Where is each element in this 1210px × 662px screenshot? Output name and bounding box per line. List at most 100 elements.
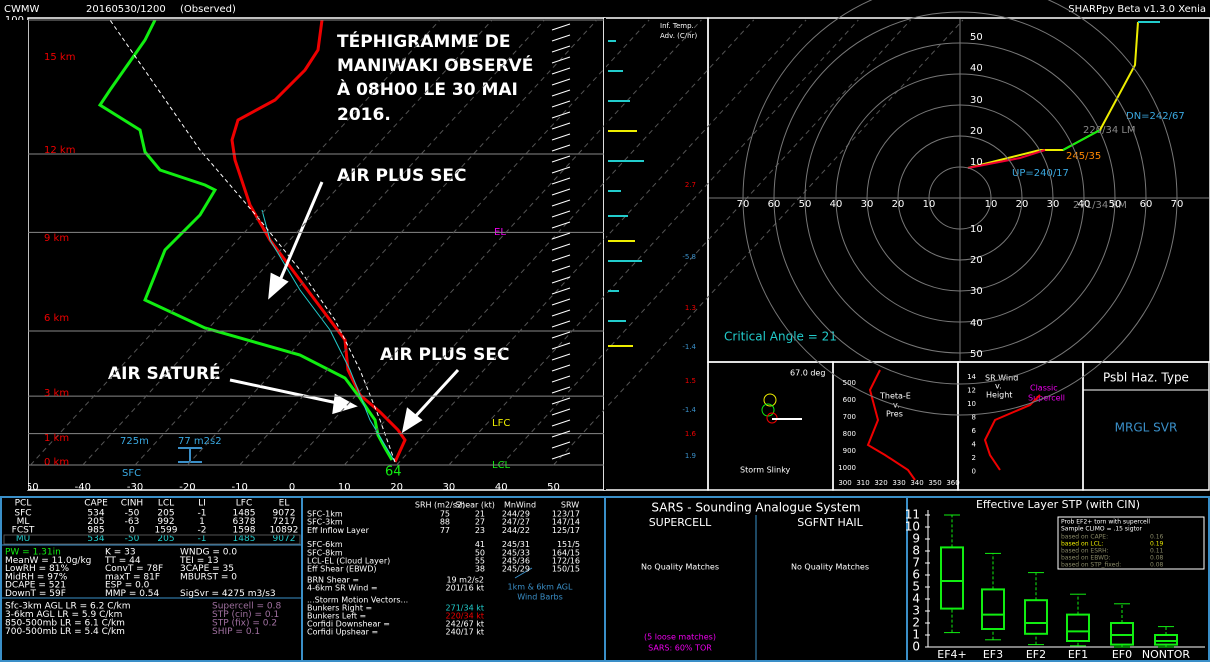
theta-y-label: 600	[843, 396, 856, 404]
inflow-bar	[608, 240, 635, 242]
lapse-rate: 700-500mb LR = 5.4 C/km	[5, 627, 125, 637]
sars-tor: SARS: 60% TOR	[648, 644, 712, 653]
inflow-value: 1.5	[685, 377, 696, 385]
srwind-y-label: 2	[972, 454, 976, 462]
temp-label: -40	[75, 482, 91, 493]
kin-cell: 55	[475, 557, 485, 566]
parcel-cell: -1	[198, 534, 207, 544]
index: DownT = 59F	[5, 589, 66, 599]
inflow-bar	[608, 290, 619, 292]
kin-header: Shear (kt)	[455, 501, 495, 510]
stp-box	[981, 588, 1005, 631]
index: TT = 44	[104, 556, 141, 566]
dewpoint-trace	[97, 19, 394, 461]
temp-label: 10	[338, 482, 351, 493]
kin-cell: SFC-8km	[307, 548, 343, 557]
mask	[604, 18, 606, 490]
time: 20160530/1200	[86, 4, 166, 15]
wind-barb	[551, 298, 571, 306]
stp-inset-title: Prob EF2+ torn with supercell	[1061, 519, 1150, 526]
storm-motion: 240/17 kt	[446, 628, 484, 637]
index: MMP = 0.54	[105, 589, 160, 599]
kin-cell: SFC-6km	[307, 540, 343, 549]
lapse-rate: Sfc-3km AGL LR = 6.2 C/km	[5, 602, 131, 612]
hodo-y-label: 30	[970, 286, 983, 297]
stp-y-label: 10	[905, 520, 920, 534]
kin-cell: 147/14	[552, 518, 580, 527]
isotherm	[187, 19, 598, 466]
parcel-header: PCL	[15, 499, 32, 509]
stp-box	[1110, 622, 1134, 646]
inflow-header: Adv. (C/hr)	[660, 32, 697, 40]
inflow-bar	[608, 160, 644, 162]
hodo-y-label: 10	[970, 224, 983, 235]
composite: Supercell = 0.8	[212, 602, 282, 612]
stp-inset-row: 0.16	[1150, 534, 1164, 541]
wind-barb	[551, 111, 571, 119]
inflow-value: 2.7	[685, 181, 696, 189]
parcel-cell: 992	[157, 517, 174, 527]
hodo-y-label: 50	[970, 32, 983, 43]
kin-cell: 245/31	[502, 540, 530, 549]
kin-header: MnWind	[504, 501, 536, 510]
storm-motion: Corfidi Downshear =	[307, 620, 390, 629]
wind-barb	[551, 452, 571, 460]
temp-label: 40	[495, 482, 508, 493]
wind-barb	[551, 386, 571, 394]
mode: (Observed)	[180, 4, 236, 15]
wind-barb	[551, 56, 571, 64]
inflow-value: -1.4	[682, 406, 696, 414]
hodo-label: DN=242/67	[1126, 111, 1185, 122]
kin-cell: 77	[440, 526, 450, 535]
stp-inset-row: based on CAPE:	[1061, 534, 1108, 541]
inflow-bar	[608, 320, 626, 322]
parcel-cell: -50	[125, 534, 140, 544]
hazard-frame	[1082, 361, 1210, 491]
stp-inset-row: based on EBWD:	[1061, 555, 1111, 562]
parcel-cell: 1598	[233, 526, 256, 536]
parcel-cell: 985	[87, 526, 104, 536]
parcel-cell: -2	[198, 526, 207, 536]
hodo-x-label: 60	[768, 199, 781, 210]
stp-y-label: 5	[912, 580, 920, 594]
hodo-x-label: 50	[1109, 199, 1122, 210]
inflow-value: -1.4	[682, 343, 696, 351]
stp-y-label: 0	[912, 640, 920, 654]
hodo-y-label: 10	[970, 157, 983, 168]
parcel-cell: 9072	[273, 534, 296, 544]
storm-motion: 242/67 kt	[446, 620, 484, 629]
theta-y-label: 900	[843, 447, 856, 455]
inflow-header: Inf. Temp.	[660, 22, 694, 30]
kin-extra: 4-6km SR Wind =	[307, 584, 378, 593]
stp-frame	[906, 496, 1210, 662]
stp-category: EF2	[1026, 648, 1046, 661]
height-label: 1 km	[44, 433, 69, 444]
height-label: 9 km	[44, 233, 69, 244]
parcel-cell: 9072	[273, 509, 296, 519]
index: DCAPE = 521	[5, 581, 66, 591]
wind-barb	[551, 232, 571, 240]
slinky-angle: 67.0 deg	[790, 369, 825, 378]
kin-cell: 23	[475, 526, 485, 535]
stp-box	[940, 546, 964, 610]
isotherm	[500, 19, 911, 466]
index: WNDG = 0.0	[180, 548, 237, 558]
wind-barb	[551, 166, 571, 174]
kin-cell: Eff Inflow Layer	[307, 526, 370, 535]
parcel-header: LCL	[158, 499, 174, 509]
kin-cell: 172/16	[552, 557, 580, 566]
arrows	[229, 181, 460, 434]
wind-barb	[551, 100, 571, 108]
stp-y-label: 7	[912, 556, 920, 570]
sars-match: No Quality Matches	[791, 563, 869, 572]
height-label: 12 km	[44, 145, 75, 156]
temp-label: -10	[232, 482, 248, 493]
theta-x-label: 340	[910, 479, 923, 487]
storm-motion: Bunkers Right =	[307, 604, 372, 613]
inflow-value: 1.6	[685, 430, 697, 438]
hodo-label: 271/34 RM	[1073, 200, 1127, 211]
annotation-title: 2016.	[337, 105, 391, 125]
theta-x-label: 320	[874, 479, 887, 487]
hodo-x-label: 30	[861, 199, 874, 210]
